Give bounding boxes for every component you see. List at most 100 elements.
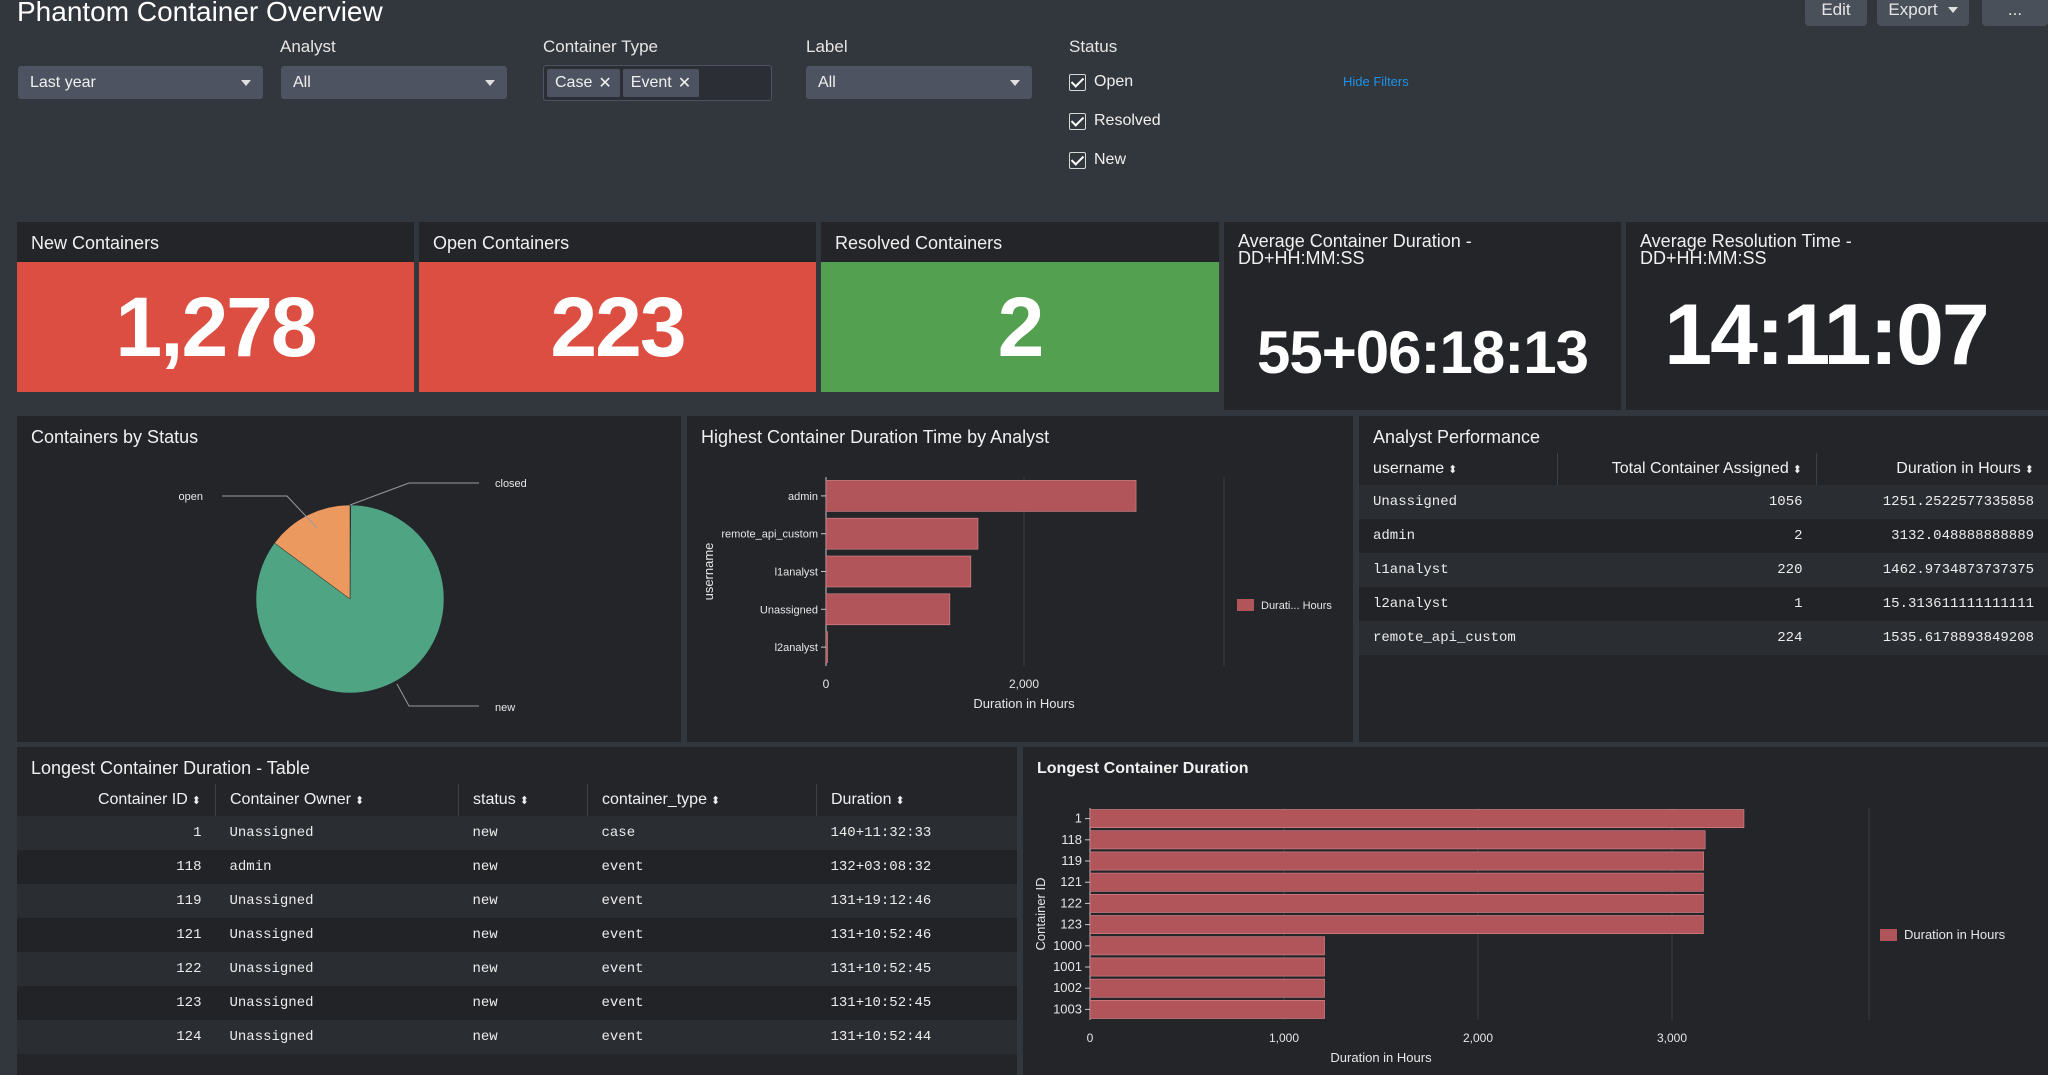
panel-subtitle: DD+HH:MM:SS [1640, 248, 1767, 268]
cell-status: new [458, 884, 588, 918]
container-type-multiselect[interactable]: Case ✕ Event ✕ [543, 65, 772, 101]
cell-container-owner: Unassigned [215, 1020, 459, 1054]
export-button[interactable]: Export [1877, 0, 1969, 26]
y-axis-title: username [701, 543, 716, 601]
time-range-dropdown[interactable]: Last year [18, 66, 263, 99]
bar-122 [1089, 893, 1704, 913]
column-header-duration-hours[interactable]: Duration in Hours ⬍ [1896, 460, 2034, 477]
table-row[interactable]: 122 Unassigned new event 131+10:52:45 [17, 952, 1017, 986]
legend-label: Duration in Hours [1904, 927, 2006, 942]
sort-icon[interactable]: ⬍ [191, 795, 201, 807]
cell-status: new [458, 850, 588, 884]
pie-label: open [179, 491, 203, 503]
cell-container-type: event [587, 952, 817, 986]
checkbox-checked-icon [1069, 73, 1086, 91]
chevron-down-icon [241, 79, 251, 86]
table-row[interactable]: remote_api_custom 224 1535.6178893849208 [1359, 621, 2048, 655]
category-label: l1analyst [775, 567, 818, 579]
panel-title: New Containers [31, 233, 160, 253]
legend-swatch [1237, 599, 1254, 611]
edit-button[interactable]: Edit [1805, 0, 1867, 26]
avg-resolution-time-panel: Average Resolution Time - DD+HH:MM:SS 14… [1626, 222, 2048, 410]
table-row[interactable]: 119 Unassigned new event 131+19:12:46 [17, 884, 1017, 918]
category-label: 119 [1061, 853, 1082, 868]
resolved-containers-panel: Resolved Containers 2 [821, 222, 1219, 392]
table-row[interactable]: 1 Unassigned new case 140+11:32:33 [17, 816, 1017, 850]
cell-duration: 132+03:08:32 [816, 850, 1017, 884]
table-row[interactable]: 123 Unassigned new event 131+10:52:45 [17, 986, 1017, 1020]
table-row[interactable]: l1analyst 220 1462.9734873737375 [1359, 553, 2048, 587]
longest-duration-table: Container ID ⬍ Container Owner ⬍ status ⬍ c… [17, 784, 1017, 1054]
category-label: 121 [1060, 874, 1082, 889]
close-icon[interactable]: ✕ [677, 75, 692, 92]
cell-container-type: event [587, 918, 817, 952]
sort-icon[interactable]: ⬍ [1792, 464, 1802, 476]
cell-container-id: 122 [17, 952, 216, 986]
leader-line [349, 482, 479, 506]
label-value: All [818, 73, 836, 91]
column-header-username[interactable]: username ⬍ [1359, 453, 1558, 485]
analyst-performance-table: username ⬍ Total Container Assigned ⬍ Dura… [1359, 453, 2048, 655]
bar-remote_api_custom [825, 517, 979, 550]
hide-filters-link[interactable]: Hide Filters [1343, 74, 1409, 89]
sort-icon[interactable]: ⬍ [895, 795, 905, 807]
chevron-down-icon [1947, 7, 1958, 13]
sort-icon[interactable]: ⬍ [2024, 464, 2034, 476]
analyst-dropdown[interactable]: All [281, 66, 507, 99]
cell-container-owner: Unassigned [215, 918, 459, 952]
single-value: 14:11:07 [1664, 286, 1990, 383]
column-header-total-assigned[interactable]: Total Container Assigned ⬍ [1557, 453, 1817, 485]
sort-icon[interactable]: ⬍ [1448, 464, 1458, 476]
status-new-checkbox[interactable]: New [1069, 151, 1126, 169]
bar-123 [1089, 915, 1704, 935]
more-button[interactable]: ... [1982, 0, 2048, 26]
category-label: 123 [1060, 917, 1082, 932]
cell-total: 224 [1557, 621, 1817, 655]
status-resolved-checkbox[interactable]: Resolved [1069, 112, 1161, 130]
table-row[interactable]: 124 Unassigned new event 131+10:52:44 [17, 1020, 1017, 1054]
table-row[interactable]: 121 Unassigned new event 131+10:52:46 [17, 918, 1017, 952]
table-row[interactable]: l2analyst 1 15.313611111111111 [1359, 587, 2048, 621]
cell-username: remote_api_custom [1359, 621, 1558, 655]
sort-icon[interactable]: ⬍ [354, 795, 365, 807]
cell-container-owner: Unassigned [215, 816, 459, 850]
category-label: Unassigned [760, 604, 818, 616]
bar-1002 [1089, 978, 1325, 998]
token-label: Case [555, 74, 593, 91]
cell-duration: 1535.6178893849208 [1816, 621, 2048, 655]
status-open-checkbox[interactable]: Open [1069, 73, 1133, 91]
cell-status: new [458, 952, 588, 986]
column-header-container-owner[interactable]: Container Owner ⬍ [215, 784, 459, 816]
cell-total: 220 [1557, 553, 1817, 587]
x-tick-label: 2,000 [1009, 677, 1039, 691]
sort-icon[interactable]: ⬍ [519, 795, 529, 807]
category-label: 1003 [1053, 1001, 1082, 1016]
table-row[interactable]: Unassigned 1056 1251.2522577335858 [1359, 485, 2048, 519]
longest-duration-chart-panel: Longest Container Duration 1 118 119 121 122… [1023, 747, 2048, 1075]
panel-title: Analyst Performance [1373, 427, 1541, 447]
label-dropdown[interactable]: All [806, 66, 1032, 99]
container-type-token[interactable]: Event ✕ [622, 69, 700, 97]
column-header-container-id[interactable]: Container ID ⬍ [17, 784, 216, 816]
open-containers-panel: Open Containers 223 [419, 222, 816, 392]
cell-container-type: event [587, 986, 817, 1020]
close-icon[interactable]: ✕ [598, 75, 612, 92]
table-row[interactable]: admin 2 3132.048888888889 [1359, 519, 2048, 553]
cell-container-owner: Unassigned [215, 884, 459, 918]
sort-icon[interactable]: ⬍ [710, 795, 721, 807]
table-row[interactable]: 118 admin new event 132+03:08:32 [17, 850, 1017, 884]
column-header-duration[interactable]: Duration ⬍ [831, 791, 905, 808]
column-header-status[interactable]: status ⬍ [458, 784, 588, 816]
cell-username: admin [1359, 519, 1558, 553]
single-value: 2 [821, 262, 1219, 392]
column-header-container-type[interactable]: container_type ⬍ [587, 784, 817, 816]
checkbox-checked-icon [1069, 112, 1086, 130]
panel-title: Highest Container Duration Time by Analy… [701, 427, 1050, 447]
leader-line [222, 495, 318, 529]
x-tick-label: 0 [823, 677, 830, 691]
bar-Unassigned [825, 593, 951, 626]
panel-title: Longest Container Duration [1037, 760, 1249, 777]
checkbox-checked-icon [1069, 151, 1086, 169]
cell-duration: 131+10:52:46 [816, 918, 1017, 952]
container-type-token[interactable]: Case ✕ [547, 69, 620, 97]
